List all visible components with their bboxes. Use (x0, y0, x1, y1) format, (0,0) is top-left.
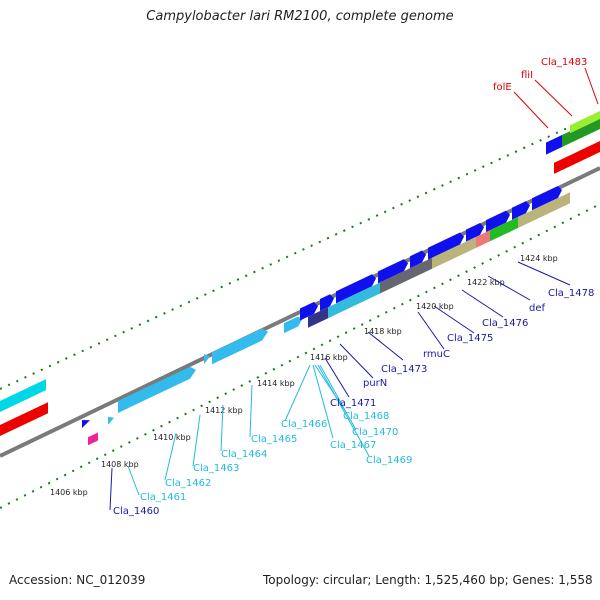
kbp-label-1408: 1408 kbp (101, 460, 139, 469)
gene-label-Cla_1467: Cla_1467 (330, 440, 376, 451)
gene-label-Cla_1460: Cla_1460 (113, 506, 159, 517)
feature-blue-small (82, 420, 90, 429)
top-callouts (513, 67, 599, 129)
genome-stats-text: Topology: circular; Length: 1,525,460 bp… (263, 573, 593, 587)
gene-label-Cla_1468: Cla_1468 (343, 411, 389, 422)
feature-lime-right (570, 110, 600, 134)
gene-label-purN: purN (363, 378, 387, 389)
gene-label-Cla_1475: Cla_1475 (447, 333, 493, 344)
forward-strand-features (0, 110, 600, 446)
feature-blue-5 (410, 250, 426, 269)
feature-cyan-long (328, 282, 380, 319)
kbp-label-1424: 1424 kbp (520, 254, 558, 263)
kbp-label-1406: 1406 kbp (50, 488, 88, 497)
gene-label-Cla_1462: Cla_1462 (165, 478, 211, 489)
feature-cyan-arrow (118, 366, 196, 413)
feature-blue-8 (486, 210, 510, 233)
gene-label-folE: folE (493, 82, 512, 93)
gene-label-Cla_1465: Cla_1465 (251, 434, 297, 445)
feature-red-left (0, 402, 48, 436)
kbp-label-1410: 1410 kbp (153, 433, 191, 442)
gene-label-fliI: fliI (521, 70, 533, 81)
gene-label-Cla_1476: Cla_1476 (482, 318, 528, 329)
bottom-callouts-cyan (127, 364, 370, 496)
feature-olive (518, 192, 570, 228)
gene-label-Cla_1478: Cla_1478 (548, 288, 594, 299)
feature-blue-3 (336, 274, 376, 304)
gene-label-Cla_1461: Cla_1461 (140, 492, 186, 503)
gene-label-Cla_1464: Cla_1464 (221, 449, 267, 460)
accession-text: Accession: NC_012039 (9, 573, 146, 587)
map-title: Campylobacter lari RM2100, complete geno… (146, 9, 454, 24)
feature-cyan-arrow-tiny (284, 316, 302, 334)
gene-label-Cla_1473: Cla_1473 (381, 364, 427, 375)
gene-label-Cla_1483: Cla_1483 (541, 57, 587, 68)
gene-label-Cla_1466: Cla_1466 (281, 419, 327, 430)
gene-label-rmuC: rmuC (423, 349, 450, 360)
feature-grey (380, 257, 432, 294)
feature-magenta-small (88, 432, 98, 446)
feature-green-right (562, 116, 600, 148)
gene-label-Cla_1471: Cla_1471 (330, 398, 376, 409)
feature-blue-9 (512, 201, 530, 220)
feature-green (490, 216, 518, 242)
feature-pink (476, 230, 490, 248)
gene-label-Cla_1463: Cla_1463 (193, 463, 239, 474)
feature-blue-2 (320, 294, 334, 311)
gene-label-Cla_1470: Cla_1470 (352, 427, 398, 438)
kbp-label-1422: 1422 kbp (467, 278, 505, 287)
feature-blue-7 (466, 222, 484, 242)
feature-navy (308, 307, 328, 328)
feature-tan (432, 236, 476, 269)
feature-cyan-arrow-small (204, 354, 210, 365)
kbp-label-1412: 1412 kbp (205, 406, 243, 415)
feature-blue-10 (532, 185, 562, 211)
kbp-label-1418: 1418 kbp (364, 327, 402, 336)
feature-cyan-tri (108, 416, 114, 425)
dotted-guide-upper (0, 112, 600, 390)
gene-label-def: def (529, 303, 546, 314)
kbp-label-1416: 1416 kbp (310, 353, 348, 362)
feature-cyan-left (0, 379, 46, 412)
feature-blue-6 (428, 232, 464, 260)
feature-blue-1 (300, 301, 318, 321)
gene-label-Cla_1469: Cla_1469 (366, 455, 412, 466)
feature-blue-right (546, 135, 562, 155)
feature-red-right-long (568, 140, 600, 168)
bottom-callouts-blue (109, 261, 571, 511)
dotted-guide-lower (0, 203, 600, 509)
feature-red-right (554, 156, 568, 174)
feature-cyan-arrow-mid (212, 328, 268, 365)
kbp-label-1414: 1414 kbp (257, 379, 295, 388)
feature-blue-4 (378, 259, 408, 284)
